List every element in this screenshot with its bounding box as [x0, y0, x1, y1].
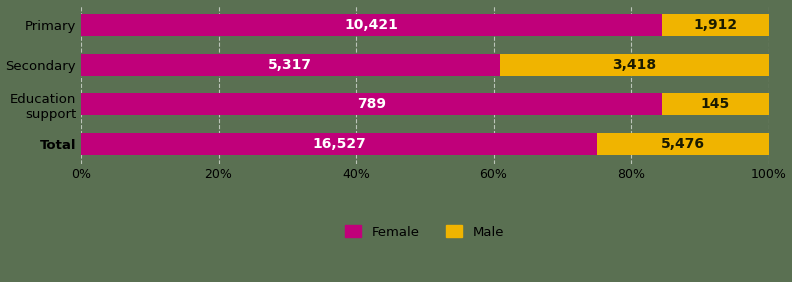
Text: 3,418: 3,418: [612, 58, 656, 72]
Bar: [81, 54, 500, 76]
Bar: [81, 14, 662, 36]
Bar: [597, 133, 768, 155]
Text: 5,476: 5,476: [661, 137, 705, 151]
Bar: [81, 93, 662, 115]
Text: 145: 145: [700, 97, 729, 111]
Text: 5,317: 5,317: [268, 58, 312, 72]
Legend: Female, Male: Female, Male: [340, 220, 509, 244]
Text: 10,421: 10,421: [345, 18, 398, 32]
Bar: [500, 54, 768, 76]
Bar: [662, 14, 768, 36]
Bar: [81, 133, 597, 155]
Text: 789: 789: [357, 97, 386, 111]
Bar: [662, 93, 768, 115]
Text: 16,527: 16,527: [312, 137, 366, 151]
Text: 1,912: 1,912: [693, 18, 737, 32]
